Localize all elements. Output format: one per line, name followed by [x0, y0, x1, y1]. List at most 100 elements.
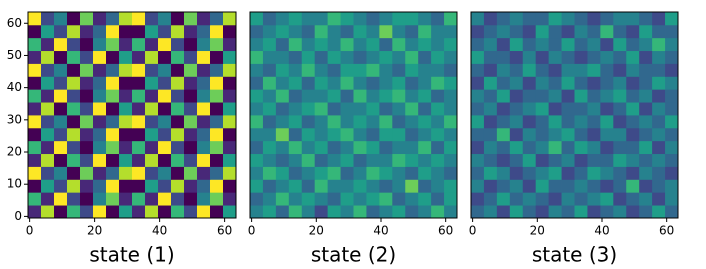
- heatmap-cell: [587, 166, 601, 180]
- heatmap-cell: [327, 50, 341, 64]
- heatmap-cell: [41, 89, 55, 103]
- heatmap-cell: [223, 192, 237, 206]
- heatmap-cell: [353, 89, 367, 103]
- heatmap-cell: [41, 102, 55, 116]
- heatmap-cell: [561, 50, 575, 64]
- heatmap-cell: [652, 37, 666, 52]
- heatmap-cell: [444, 63, 458, 77]
- heatmap-cell: [327, 24, 341, 39]
- heatmap-cell: [613, 12, 627, 26]
- heatmap-cell: [132, 12, 146, 26]
- heatmap-cell: [379, 37, 393, 52]
- heatmap-cell: [471, 76, 485, 90]
- heatmap-cell: [353, 115, 367, 129]
- heatmap-cell: [561, 115, 575, 129]
- heatmap-cell: [418, 12, 432, 26]
- heatmap-cell: [28, 205, 42, 219]
- heatmap-cell: [613, 127, 627, 142]
- heatmap-cell: [574, 127, 588, 142]
- heatmap-cell: [119, 24, 133, 39]
- heatmap-cell: [626, 140, 640, 155]
- x-tick-label: 20: [530, 224, 545, 238]
- heatmap-cell: [379, 24, 393, 39]
- heatmap-cell: [353, 24, 367, 39]
- heatmap-cell: [379, 12, 393, 26]
- heatmap-cell: [353, 205, 367, 219]
- y-tick-label: 0: [14, 209, 22, 223]
- heatmap-cell: [353, 153, 367, 167]
- heatmap-cell: [548, 205, 562, 219]
- heatmap-cell: [574, 37, 588, 52]
- heatmap-cell: [80, 24, 94, 39]
- heatmap-cell: [379, 115, 393, 129]
- heatmap-cell: [574, 24, 588, 39]
- heatmap-cell: [184, 192, 198, 206]
- heatmap-cell: [652, 24, 666, 39]
- heatmap-cell: [613, 179, 627, 193]
- heatmap-cell: [288, 12, 303, 26]
- heatmap-cell: [535, 140, 550, 155]
- heatmap-cell: [67, 24, 81, 39]
- heatmap-cell: [301, 140, 316, 155]
- heatmap-cell: [665, 76, 679, 90]
- heatmap-cell: [28, 127, 42, 142]
- heatmap-cell: [379, 153, 393, 167]
- heatmap-cell: [652, 12, 666, 26]
- heatmap-cell: [471, 205, 485, 219]
- heatmap-cell: [210, 63, 224, 77]
- heatmap-cell: [210, 37, 224, 52]
- y-tick-label: 30: [7, 112, 22, 126]
- heatmap-cell: [496, 140, 511, 155]
- heatmap-cell: [250, 127, 264, 142]
- heatmap-cell: [54, 76, 68, 90]
- heatmap-cell: [106, 89, 120, 103]
- heatmap-cell: [223, 166, 237, 180]
- heatmap-cell: [665, 153, 679, 167]
- heatmap-cell: [275, 12, 290, 26]
- heatmap-cell: [639, 76, 653, 90]
- heatmap-cell: [600, 63, 614, 77]
- heatmap-cell: [574, 63, 588, 77]
- heatmap-cell: [327, 89, 341, 103]
- heatmap-cell: [67, 153, 81, 167]
- heatmap-cell: [119, 37, 133, 52]
- heatmap-cell: [132, 205, 146, 219]
- heatmap-cell: [80, 205, 94, 219]
- heatmap-cell: [197, 140, 211, 155]
- heatmap-cell: [145, 140, 159, 155]
- heatmap-cell: [184, 37, 198, 52]
- heatmap-cell: [262, 89, 277, 103]
- heatmap-cell: [483, 192, 498, 206]
- heatmap-cell: [119, 127, 133, 142]
- y-tick-label: 20: [7, 145, 22, 159]
- heatmap-cell: [314, 153, 329, 167]
- heatmap-cell: [288, 115, 303, 129]
- heatmap-cell: [548, 63, 562, 77]
- heatmap-cell: [366, 89, 380, 103]
- heatmap-cell: [405, 12, 419, 26]
- heatmap-cell: [574, 140, 588, 155]
- heatmap-cell: [652, 115, 666, 129]
- heatmap-cell: [158, 115, 172, 129]
- heatmap-cell: [561, 140, 575, 155]
- heatmap-cell: [535, 50, 550, 64]
- heatmap-cell: [496, 166, 511, 180]
- heatmap-cell: [275, 127, 290, 142]
- heatmap-cell: [548, 192, 562, 206]
- heatmap-cell: [509, 153, 524, 167]
- heatmap-cell: [548, 115, 562, 129]
- heatmap-cell: [613, 24, 627, 39]
- heatmap-cell: [340, 89, 354, 103]
- heatmap-cell: [366, 115, 380, 129]
- heatmap-cell: [483, 12, 498, 26]
- heatmap-cell: [535, 166, 550, 180]
- heatmap-cell: [275, 115, 290, 129]
- heatmap-cell: [54, 12, 68, 26]
- heatmap-cell: [197, 24, 211, 39]
- heatmap-cell: [574, 115, 588, 129]
- heatmap-cell: [223, 179, 237, 193]
- heatmap-cell: [522, 166, 537, 180]
- heatmap-cell: [210, 179, 224, 193]
- heatmap-cell: [327, 179, 341, 193]
